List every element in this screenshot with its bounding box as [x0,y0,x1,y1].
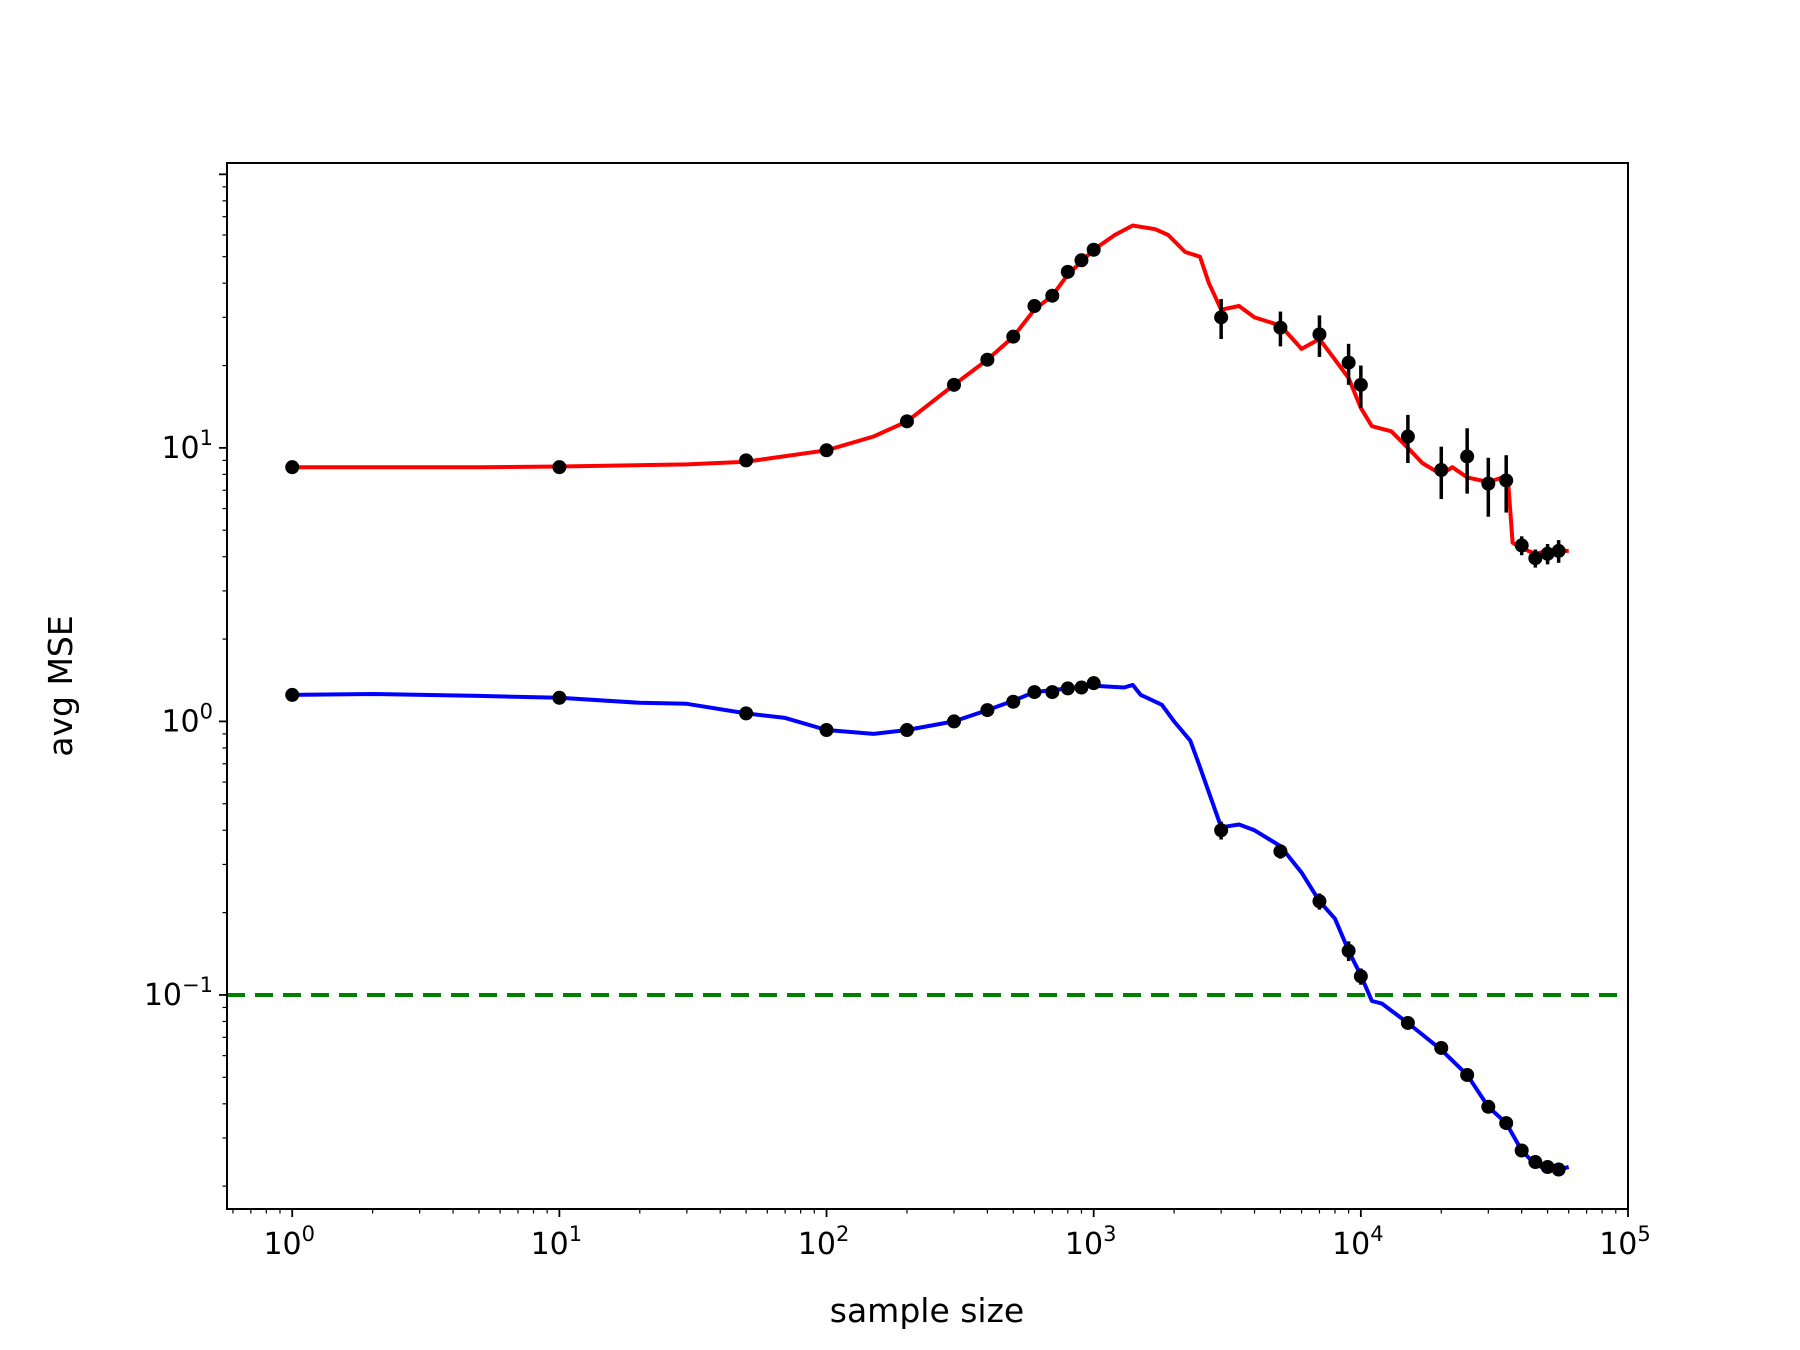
data-point [1006,329,1021,344]
series-line [292,682,1570,1172]
data-point [1312,894,1327,909]
y-tick-label: 100 [161,699,213,739]
y-tick-label: 10−1 [144,973,213,1013]
x-axis-label: sample size [830,1291,1024,1330]
data-point [1400,1015,1415,1030]
data-point [552,460,567,475]
data-point [1214,823,1229,838]
data-point [1481,476,1496,491]
data-point [552,690,567,705]
data-point [739,453,754,468]
data-point [1400,429,1415,444]
axis-ticks: 10−1 100 101 100 101 102 103 104 105 [144,173,1651,1262]
data-point [285,460,300,475]
x-tick-label: 104 [1332,1222,1384,1262]
data-point [285,687,300,702]
data-point [1086,676,1101,691]
data-point [1528,1155,1543,1170]
data-point [1312,327,1327,342]
data-point [946,377,961,392]
data-point [1540,546,1555,561]
data-point [1540,1159,1555,1174]
data-point [1060,264,1075,279]
data-point [1086,242,1101,257]
data-point [1273,320,1288,335]
data-point [1074,253,1089,268]
data-point [1353,377,1368,392]
x-tick-label: 102 [798,1222,850,1262]
data-point [899,723,914,738]
plot-frame [226,162,1629,1210]
data-point [1551,543,1566,558]
data-point [1273,844,1288,859]
data-point [980,703,995,718]
data-point [1434,463,1449,478]
data-point [1341,943,1356,958]
data-point [946,714,961,729]
data-point [1045,288,1060,303]
series-2 [285,676,1570,1177]
data-point [1514,1143,1529,1158]
plot-area [227,223,1628,1177]
data-point [1460,1067,1475,1082]
x-tick-label: 103 [1065,1222,1117,1262]
data-point [819,723,834,738]
data-point [1074,680,1089,695]
data-point [1027,685,1042,700]
x-tick-label: 100 [263,1222,315,1262]
series-1 [285,223,1569,568]
data-point [1460,449,1475,464]
data-point [1214,310,1229,325]
data-point [739,706,754,721]
data-point [1499,1116,1514,1131]
y-tick-label: 101 [161,426,213,466]
data-point [1434,1040,1449,1055]
data-point [1060,681,1075,696]
data-point [1353,969,1368,984]
data-point [1499,473,1514,488]
x-tick-label: 101 [531,1222,583,1262]
data-point [899,414,914,429]
data-point [1551,1162,1566,1177]
x-tick-label: 105 [1599,1222,1651,1262]
data-point [1006,694,1021,709]
data-point [1528,551,1543,566]
data-point [1045,685,1060,700]
data-point [1481,1099,1496,1114]
data-point [980,352,995,367]
data-point [819,443,834,458]
data-point [1514,538,1529,553]
data-point [1341,355,1356,370]
y-axis-label: avg MSE [41,615,80,756]
data-point [1027,299,1042,314]
